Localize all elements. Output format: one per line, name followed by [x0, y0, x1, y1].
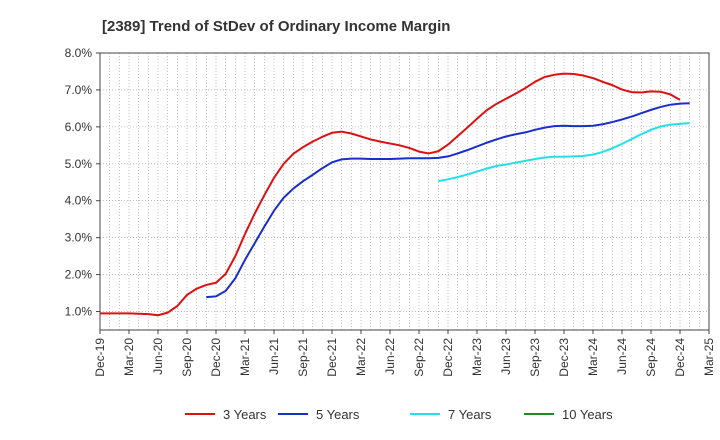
x-tick-label: Mar-25 — [702, 338, 716, 376]
y-tick-label: 1.0% — [65, 305, 93, 319]
y-tick-label: 8.0% — [65, 46, 93, 60]
grid — [100, 53, 709, 330]
y-axis-ticks: 1.0% 2.0% 3.0% 4.0% 5.0% 6.0% 7.0% 8.0% — [65, 46, 100, 319]
x-tick-label: Mar-20 — [122, 338, 136, 376]
legend-label: 10 Years — [562, 407, 613, 422]
y-tick-label: 2.0% — [65, 268, 93, 282]
x-tick-label: Dec-19 — [93, 338, 107, 377]
x-tick-label: Mar-22 — [354, 338, 368, 376]
x-tick-label: Dec-24 — [673, 338, 687, 377]
plot-frame — [99, 52, 710, 331]
legend: 3 Years 5 Years 7 Years 10 Years — [185, 407, 613, 422]
y-tick-label: 5.0% — [65, 157, 93, 171]
x-tick-label: Dec-23 — [557, 338, 571, 377]
y-tick-label: 4.0% — [65, 194, 93, 208]
x-tick-label: Jun-21 — [267, 338, 281, 375]
series-line-5-years — [206, 102, 690, 299]
x-axis-ticks: Dec-19 Mar-20 Jun-20 Sep-20 Dec-20 Mar-21 Jun-… — [93, 330, 716, 377]
x-tick-label: Mar-23 — [470, 338, 484, 376]
x-tick-label: Dec-22 — [441, 338, 455, 377]
x-tick-label: Sep-23 — [528, 338, 542, 377]
series-lines — [100, 72, 690, 317]
series-line-7-years — [438, 122, 690, 183]
chart-title: [2389] Trend of StDev of Ordinary Income… — [102, 18, 450, 35]
y-tick-label: 7.0% — [65, 83, 93, 97]
x-tick-label: Jun-20 — [151, 338, 165, 375]
legend-label: 7 Years — [448, 407, 492, 422]
x-tick-label: Sep-20 — [180, 338, 194, 377]
y-tick-label: 3.0% — [65, 231, 93, 245]
x-tick-label: Jun-24 — [615, 338, 629, 375]
x-tick-label: Jun-23 — [499, 338, 513, 375]
legend-label: 3 Years — [223, 407, 267, 422]
x-tick-label: Sep-22 — [412, 338, 426, 377]
x-tick-label: Sep-21 — [296, 338, 310, 377]
y-tick-label: 6.0% — [65, 120, 93, 134]
series-line-3-years — [100, 72, 681, 317]
legend-label: 5 Years — [316, 407, 360, 422]
x-tick-label: Dec-21 — [325, 338, 339, 377]
x-tick-label: Mar-24 — [586, 338, 600, 376]
x-tick-label: Jun-22 — [383, 338, 397, 375]
x-tick-label: Mar-21 — [238, 338, 252, 376]
x-tick-label: Sep-24 — [644, 338, 658, 377]
x-tick-label: Dec-20 — [209, 338, 223, 377]
